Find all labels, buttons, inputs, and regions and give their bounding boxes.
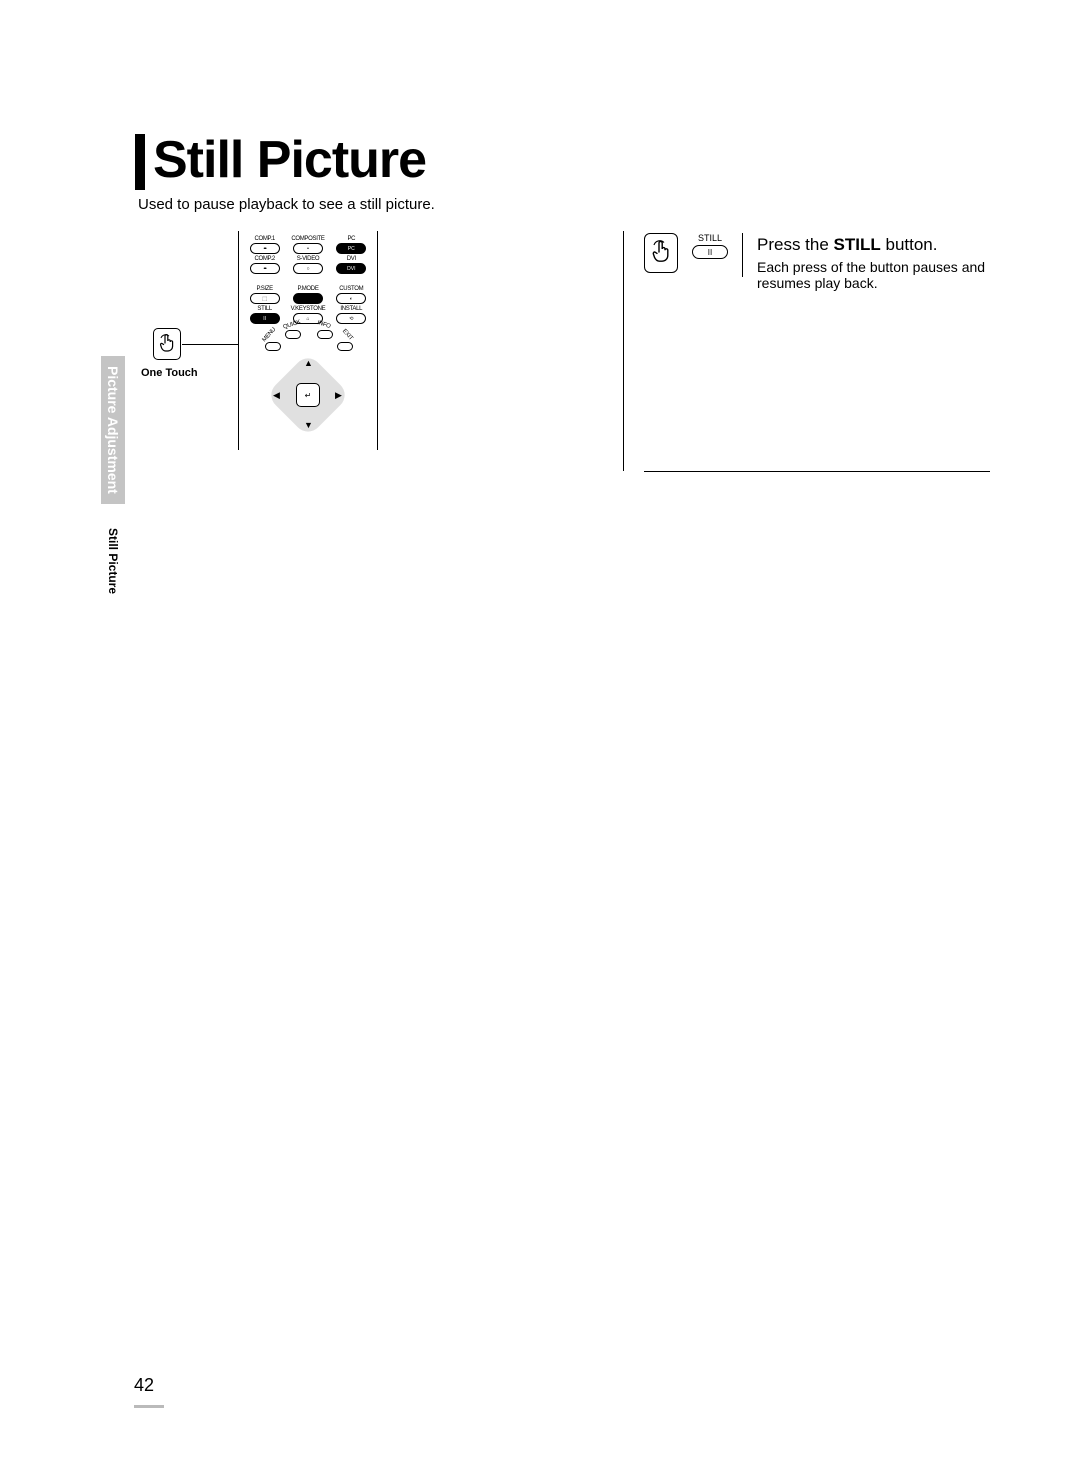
leader-line [182,344,238,345]
remote-btn-still: II [250,313,280,324]
remote-btn: ⬚ [250,293,280,304]
sidebar-current-label: Still Picture [102,518,124,604]
sidebar-section-label: Picture Adjustment [101,356,125,504]
nav-down-icon: ▼ [304,420,313,430]
remote-label-exit: EXIT [341,328,354,341]
remote-btn: PC [336,243,366,254]
instruction-heading: Press the STILL button. [757,235,990,255]
page-subtitle: Used to pause playback to see a still pi… [138,196,990,213]
remote-btn [337,342,353,351]
remote-label-comp2: COMP.2 [254,256,274,262]
remote-btn: ◐ [336,293,366,304]
remote-label-vkeystone: V.KEYSTONE [291,306,326,312]
remote-btn [250,263,280,274]
page-number: 42 [134,1375,154,1396]
instruction-divider [742,233,743,277]
remote-nav-enter: ↵ [296,383,320,407]
remote-label-still: STILL [257,306,272,312]
still-button-icon: II [692,245,728,259]
remote-frame: COMP.1 COMPOSITE PCPC COMP.2 S-VIDEO○ DV… [238,231,378,450]
page-number-underline [134,1405,164,1408]
heading-suffix: button. [881,235,938,254]
content-divider [623,231,624,471]
nav-up-icon: ▲ [304,358,313,368]
heading-bold: STILL [834,235,881,254]
page-title: Still Picture [153,130,426,190]
remote-label-custom: CUSTOM [339,286,363,292]
remote-btn [265,342,281,351]
instruction-description: Each press of the button pauses and resu… [757,259,990,291]
remote-label-pmode: P.MODE [297,286,318,292]
remote-btn [293,243,323,254]
remote-label-install: INSTALL [340,306,362,312]
remote-nav-pad: ↵ ▲ ▼ ◀ ▶ [267,354,349,436]
remote-btn: ⟲ [336,313,366,324]
remote-btn [317,330,333,339]
heading-prefix: Press the [757,235,834,254]
remote-label-pc: PC [347,236,355,242]
remote-label-comp1: COMP.1 [254,236,274,242]
touch-icon [644,233,678,273]
remote-btn [250,243,280,254]
remote-label-psize: P.SIZE [256,286,272,292]
remote-label-composite: COMPOSITE [291,236,324,242]
one-touch-label: One Touch [141,367,198,379]
remote-btn [293,293,323,304]
remote-btn: ○ [293,263,323,274]
nav-right-icon: ▶ [335,390,342,401]
remote-label-svideo: S-VIDEO [297,256,320,262]
one-touch-icon [153,328,181,360]
nav-left-icon: ◀ [273,390,280,401]
title-accent-bar [135,134,145,190]
remote-label-menu: MENU [262,327,278,344]
remote-btn: DVI [336,263,366,274]
remote-btn [285,330,301,339]
still-button-label: STILL [698,233,722,243]
remote-label-dvi: DVI [347,256,356,262]
